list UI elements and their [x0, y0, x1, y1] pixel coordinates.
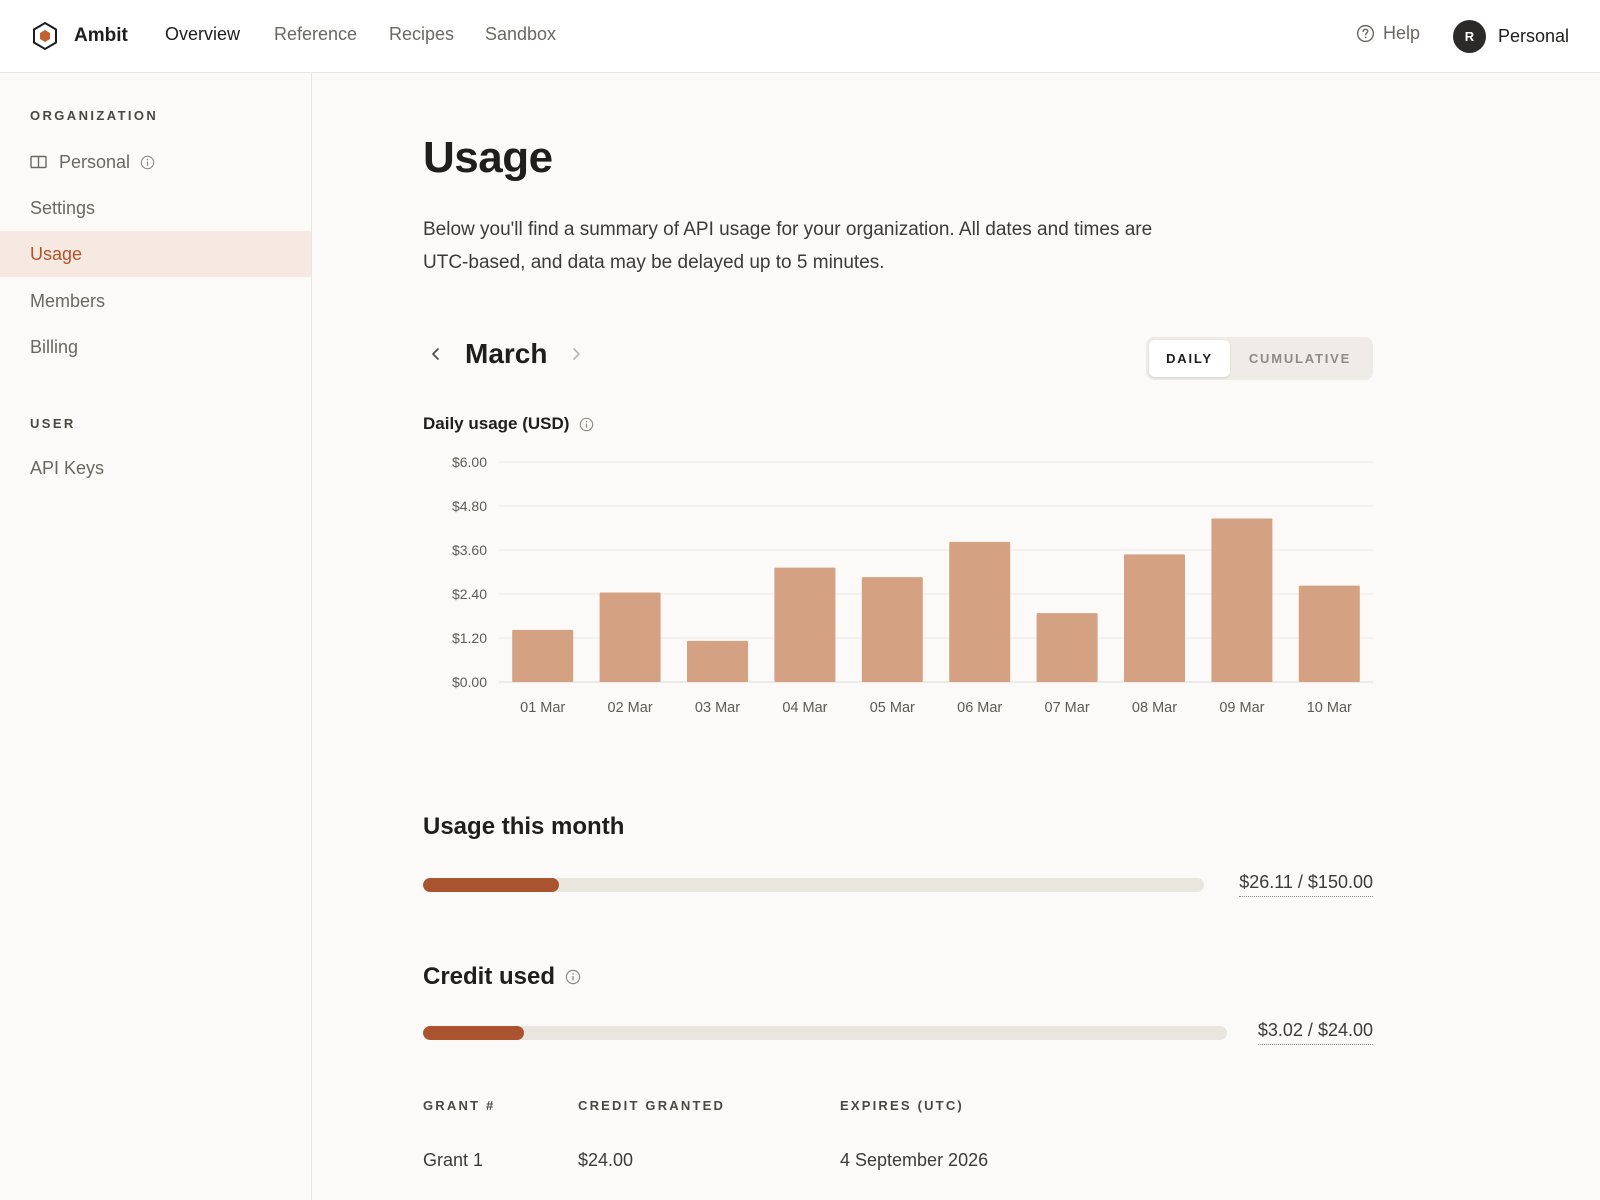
nav-overview[interactable]: Overview	[165, 24, 241, 44]
usage-progress-bar	[423, 878, 1204, 892]
nav-recipes[interactable]: Recipes	[389, 24, 455, 44]
usage-this-month-label: Usage this month	[423, 813, 625, 840]
x-tick-label: 01 Mar	[520, 700, 565, 716]
x-tick-label: 04 Mar	[782, 700, 827, 716]
book-icon	[30, 155, 47, 169]
x-tick-label: 06 Mar	[957, 700, 1002, 716]
bar	[1211, 518, 1273, 682]
sidebar-item-api-keys[interactable]: API Keys	[30, 457, 105, 478]
brand[interactable]: Ambit	[30, 21, 128, 51]
y-tick-label: $3.60	[452, 542, 487, 558]
user-heading: USER	[30, 416, 76, 431]
x-tick-label: 02 Mar	[608, 700, 653, 716]
organization-heading: ORGANIZATION	[30, 108, 159, 123]
help-icon	[1356, 24, 1375, 43]
y-tick-label: $4.80	[452, 498, 487, 514]
page-title: Usage	[423, 133, 553, 182]
page-description: Below you'll find a summary of API usage…	[423, 219, 1153, 273]
bar	[1298, 585, 1360, 682]
bar	[512, 629, 574, 682]
bar	[861, 577, 923, 682]
nav-reference[interactable]: Reference	[274, 24, 358, 44]
usage-this-month-heading: Usage this month	[423, 813, 624, 841]
sidebar-item-settings[interactable]: Settings	[30, 197, 96, 218]
sidebar-item-billing[interactable]: Billing	[30, 336, 79, 357]
column-header-credit-granted: CREDIT GRANTED	[578, 1098, 726, 1113]
sidebar-item-org-personal[interactable]: Personal	[0, 139, 311, 185]
y-tick-label: $2.40	[452, 586, 487, 602]
bar	[949, 541, 1011, 682]
credit-used-label: Credit used	[423, 963, 556, 990]
info-icon[interactable]	[140, 155, 155, 170]
info-icon[interactable]	[565, 969, 581, 985]
expires-cell: 4 September 2026	[840, 1150, 989, 1170]
sidebar-item-usage[interactable]: Usage	[0, 231, 311, 277]
info-icon[interactable]	[579, 417, 594, 432]
account-name: Personal	[1498, 26, 1570, 46]
x-tick-label: 03 Mar	[695, 700, 740, 716]
credit-progress-bar	[423, 1026, 1227, 1040]
previous-month-button[interactable]	[423, 341, 449, 367]
chevron-left-icon	[432, 348, 439, 360]
bar	[687, 640, 748, 682]
brand-name: Ambit	[74, 25, 128, 46]
sidebar-item-members[interactable]: Members	[30, 290, 106, 311]
bar	[774, 567, 836, 682]
help-label: Help	[1383, 23, 1421, 43]
daily-usage-chart: $0.00 $1.20 $2.40 $3.60 $4.80 $6.00 01 Mar 02 M…	[452, 454, 1373, 716]
month-label: March	[465, 338, 548, 369]
next-month-button[interactable]	[563, 341, 589, 367]
x-tick-label: 10 Mar	[1307, 700, 1352, 716]
usage-progress-fill	[423, 878, 559, 892]
usage-amount[interactable]: $26.11 / $150.00	[1239, 872, 1373, 897]
sidebar-item-label: Personal	[59, 151, 131, 172]
daily-toggle-button[interactable]: DAILY	[1149, 340, 1230, 377]
y-tick-label: $6.00	[452, 454, 487, 470]
x-tick-label: 05 Mar	[870, 700, 915, 716]
x-tick-label: 07 Mar	[1045, 700, 1090, 716]
column-header-grant: GRANT #	[423, 1098, 496, 1113]
x-tick-label: 08 Mar	[1132, 700, 1177, 716]
chart-heading-label: Daily usage (USD)	[423, 414, 570, 433]
x-tick-label: 09 Mar	[1219, 700, 1264, 716]
credit-amount[interactable]: $3.02 / $24.00	[1257, 1020, 1373, 1045]
credit-used-heading: Credit used	[423, 963, 581, 991]
credit-granted-cell: $24.00	[578, 1150, 634, 1170]
help-link[interactable]: Help	[1356, 23, 1420, 44]
column-header-expires: EXPIRES (UTC)	[840, 1098, 964, 1113]
chart-heading: Daily usage (USD)	[423, 414, 594, 434]
top-nav: Ambit Overview Reference Recipes Sandbox…	[0, 0, 1600, 73]
y-tick-label: $0.00	[452, 674, 487, 690]
bar	[1036, 613, 1098, 682]
chevron-right-icon	[573, 348, 580, 360]
grant-name-cell: Grant 1	[423, 1150, 484, 1170]
bar	[599, 592, 661, 682]
account-menu[interactable]: R Personal	[1453, 20, 1569, 53]
cumulative-toggle-button[interactable]: CUMULATIVE	[1248, 351, 1352, 366]
avatar: R	[1453, 20, 1486, 53]
sidebar: ORGANIZATION Personal Settings Usage Mem…	[0, 73, 312, 1200]
ambit-logo-icon	[33, 21, 57, 51]
bar	[1124, 554, 1185, 682]
y-tick-label: $1.20	[452, 630, 487, 646]
nav-sandbox[interactable]: Sandbox	[485, 24, 557, 44]
credit-progress-fill	[423, 1026, 525, 1040]
view-toggle: DAILY CUMULATIVE	[1146, 337, 1373, 380]
